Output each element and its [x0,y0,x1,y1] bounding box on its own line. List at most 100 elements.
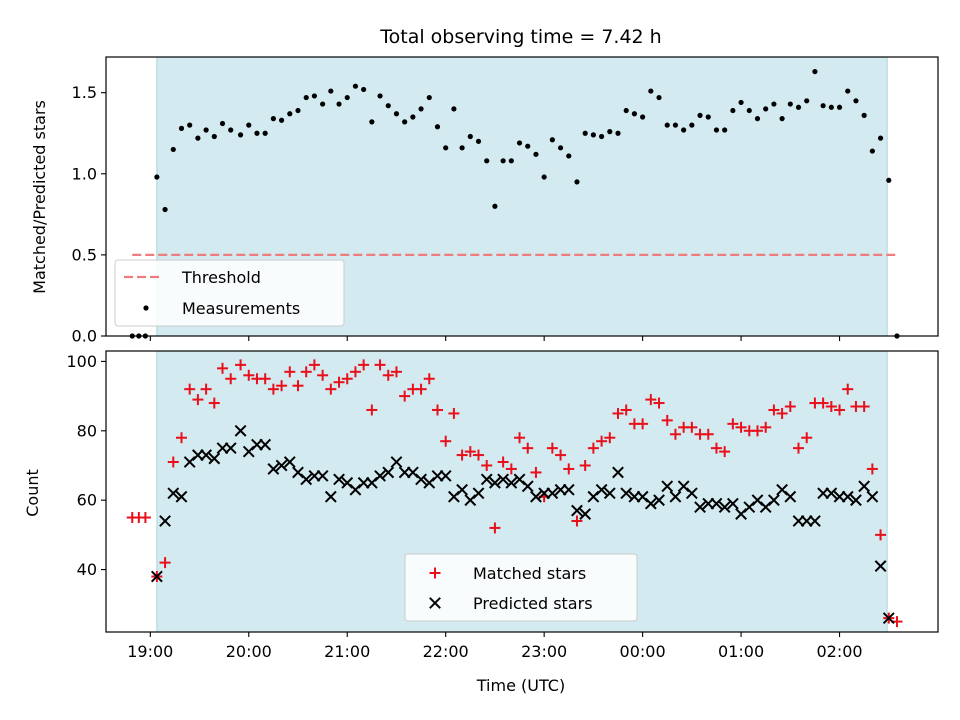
bottom-xtick-label: 01:00 [718,642,764,661]
predicted-star-point-b [316,469,329,482]
measurement-point [303,94,309,101]
matched-star-point [423,373,435,385]
measurement-point [287,111,293,117]
predicted-star-point [612,466,624,479]
measurement-point [295,107,301,114]
measurement-point [451,106,457,112]
top-ytick-label: 1.5 [72,83,97,102]
predicted-star-point-b [267,463,280,475]
bottom-ytick-label: 60 [77,491,97,510]
predicted-star-point [530,490,542,503]
top-y-axis-label: Matched/Predicted stars [30,100,49,294]
measurement-point [853,98,859,104]
matched-star-point [710,442,722,454]
bottom-y-axis-ticks: 40 60 80 100 [66,352,106,579]
predicted-star-point-b [150,570,163,583]
predicted-star-point-b [224,442,237,455]
matched-star-point [308,359,320,371]
count-points [126,359,903,628]
matched-star-point [464,446,476,458]
predicted-star-point-b [751,494,764,507]
predicted-star-point-b [159,515,171,527]
predicted-star-point [505,476,518,489]
predicted-star-point-b [333,473,345,486]
predicted-star-point [234,424,247,437]
matched-star-point [784,401,796,413]
matched-star-point [374,359,386,371]
predicted-star-point [283,456,296,468]
legend-predicted-swatch [429,597,441,609]
measurement-point [278,117,285,123]
matched-star-point [217,362,229,374]
predicted-star-point [841,490,854,503]
predicted-star-point-b [472,487,485,500]
measurement-point [836,104,843,110]
matched-star-point [333,376,345,388]
measurement-point [203,127,209,133]
matched-star-point [415,383,427,395]
bottom-xtick-label: 23:00 [521,642,567,661]
predicted-star-point-b [620,487,633,500]
bottom-xtick-label: 20:00 [226,642,272,661]
predicted-star-point [850,494,862,507]
predicted-star-point [521,480,534,493]
measurement-point [178,125,185,131]
matched-star-point [300,366,312,378]
measurement-point [402,119,408,125]
predicted-star-point [259,438,272,451]
measurement-point [598,133,605,140]
measurement-point [763,106,769,112]
measurement-point [746,107,752,114]
bottom-xtick-label: 19:00 [127,642,173,661]
matched-star-point [390,366,402,378]
measurement-point [640,114,646,120]
matched-star-point [801,432,813,444]
measurement-point [590,132,596,138]
measurement-point [508,158,514,164]
measurement-point [254,130,260,136]
predicted-star-point [439,469,452,482]
measurement-point [320,101,326,107]
predicted-star-point-b [415,473,427,486]
measurement-point [361,86,367,93]
matched-star-point [571,515,583,527]
predicted-star-point-b [809,515,821,527]
matched-star-point [208,397,220,409]
predicted-star-point-b [275,459,288,472]
measurement-point [187,122,193,128]
predicted-star-point [333,473,345,486]
matched-star-point [825,401,837,413]
bottom-legend: Matched stars Predicted stars [404,553,638,622]
legend-measurements-label: Measurements [182,299,300,318]
matched-star-point [555,449,567,461]
matched-star-point [727,418,739,430]
predicted-star-point-b [595,483,608,496]
matched-star-point [481,459,493,471]
predicted-star-point-b [497,473,510,486]
predicted-star-point [858,480,871,493]
bottom-ytick-label: 40 [77,560,97,579]
predicted-star-point [767,494,780,507]
predicted-star-point [300,473,313,486]
matched-star-point [243,369,255,381]
matched-star-point [159,557,171,569]
matched-star-point [579,459,591,471]
matched-star-point [358,359,370,371]
predicted-star-point [595,483,608,496]
measurement-point [154,174,160,180]
predicted-star-point [603,487,616,500]
matched-star-point [522,442,534,454]
predicted-star-point [159,515,171,527]
matched-star-point [473,449,485,461]
predicted-star-point-b [562,483,575,496]
measurement-point [722,127,728,133]
predicted-star-point [784,490,797,503]
predicted-star-point-b [767,494,780,507]
predicted-star-point-b [505,476,518,489]
predicted-star-point [382,466,395,479]
measurement-point [475,138,482,144]
bottom-ytick-label: 100 [66,352,97,371]
matched-star-point [669,428,681,440]
matched-star-point [793,442,805,454]
predicted-star-point [726,497,739,510]
